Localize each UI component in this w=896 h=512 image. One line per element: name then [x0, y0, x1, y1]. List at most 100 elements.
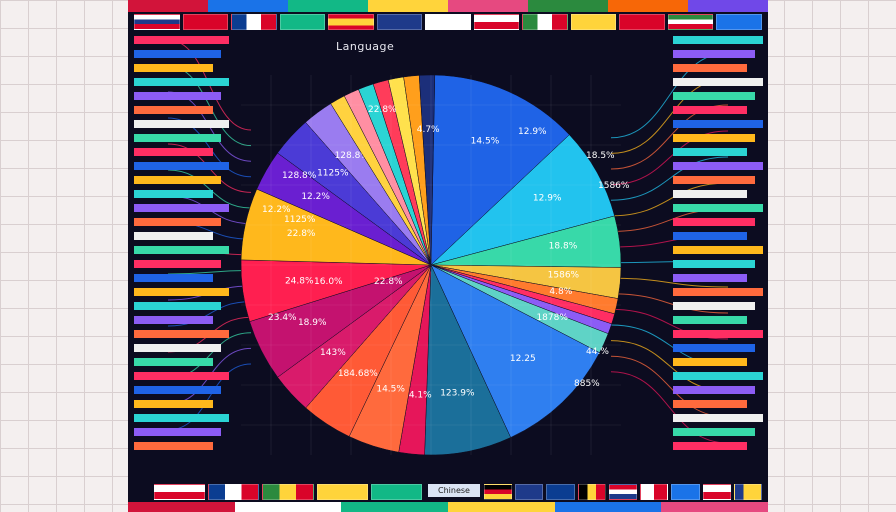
side-label-bar [134, 120, 229, 128]
bottom-color-strip [128, 502, 768, 512]
side-label-bar [673, 260, 755, 268]
side-label-bar [134, 162, 229, 170]
slice-value-label: 4.7% [417, 125, 440, 135]
flag-row-bottom-right [478, 484, 768, 500]
connector-line [610, 371, 729, 444]
connector-line [167, 169, 252, 209]
connector-line [167, 332, 252, 379]
side-label-bar [134, 64, 213, 72]
side-label-bar [673, 232, 747, 240]
slice-value-label: 22.8% [368, 105, 397, 115]
side-label-bar [673, 162, 763, 170]
slice-value-label: 22.8% [374, 277, 403, 287]
slice-value-label: 184.68% [338, 369, 378, 379]
side-label-bar [673, 36, 763, 44]
side-label-bar [673, 64, 747, 72]
connector-line [167, 301, 252, 327]
side-label-bar [673, 246, 763, 254]
connector-line [610, 130, 729, 186]
side-label-bar [673, 372, 763, 380]
slice-value-label: 143% [320, 348, 346, 358]
side-label-bar [134, 36, 229, 44]
slice-value-label: 12.2% [262, 205, 291, 215]
pie-slice [418, 74, 436, 266]
pie-chart: 14.5% 12.9% 18.8% 1586% 4.8% 1878% 12.25 123.9%… [134, 36, 763, 456]
side-label-bar [134, 386, 221, 394]
pie-slice [430, 264, 600, 438]
side-label-bar [134, 176, 221, 184]
side-label-bar [673, 344, 755, 352]
side-label-bar [134, 246, 229, 254]
connector-line [167, 65, 252, 147]
side-label-bar [673, 428, 755, 436]
connector-line [610, 156, 729, 201]
slice-value-label: 24.8% [285, 276, 314, 286]
connector-line [167, 363, 252, 431]
side-label-bar [134, 274, 213, 282]
slice-value-label: 18.8% [549, 242, 578, 252]
side-label-bar [673, 274, 747, 282]
slice-value-label: 18.5% [586, 151, 615, 161]
pie-slice [430, 134, 615, 266]
slice-value-label: 128.8% [282, 171, 317, 181]
side-label-bar [134, 330, 229, 338]
slice-value-label: 12.25 [510, 354, 536, 364]
flag-row-bottom-left [148, 484, 428, 500]
chart-title: Language [336, 40, 395, 53]
side-label-bar [134, 358, 213, 366]
side-label-bar [673, 442, 747, 450]
side-label-bar [134, 260, 221, 268]
slice-value-label: 12.9% [518, 127, 547, 137]
slice-value-label: 1586% [548, 271, 580, 281]
side-label-bar [673, 78, 763, 86]
connector-line [610, 277, 729, 288]
slice-value-label: 12.2% [301, 192, 330, 202]
side-label-bar [134, 78, 229, 86]
connector-line [610, 182, 729, 217]
side-label-bar [673, 190, 747, 198]
pie-slice [430, 74, 570, 266]
side-label-bar [673, 316, 747, 324]
slice-value-label: 12.9% [533, 193, 562, 203]
side-label-bar [673, 400, 747, 408]
bottom-category-label: Chinese [428, 484, 480, 497]
slice-value-label: 128.8% [335, 151, 370, 161]
side-label-bar [673, 358, 747, 366]
slice-value-label: 34.1% [403, 390, 432, 400]
side-label-bar [673, 50, 755, 58]
side-label-bar [134, 232, 213, 240]
slice-value-label: 123.9% [440, 388, 475, 398]
side-label-bar [134, 288, 229, 296]
slice-value-label: 23.4% [268, 313, 297, 323]
slice-value-label: 885% [574, 379, 600, 389]
side-label-bar [134, 148, 213, 156]
side-label-bar [673, 288, 763, 296]
slice-value-label: 16.0% [314, 277, 343, 287]
slice-value-label: 4.8% [549, 287, 572, 297]
connector-line [610, 78, 729, 154]
side-label-bar [134, 316, 213, 324]
slice-value-label: 1586% [598, 181, 630, 191]
slice-value-label: 14.5% [376, 385, 405, 395]
side-label-bar [673, 106, 747, 114]
slice-value-label: 1125% [284, 215, 316, 225]
side-label-bar [134, 134, 221, 142]
slice-value-label: 22.8% [287, 229, 316, 239]
connector-line [167, 269, 252, 275]
slice-value-label: 14.5% [471, 136, 500, 146]
chart-panel: 14.5% 12.9% 18.8% 1586% 4.8% 1878% 12.25 123.9%… [128, 0, 768, 512]
side-label-bar [134, 372, 229, 380]
connector-line [610, 293, 729, 314]
side-label-bar [134, 442, 213, 450]
side-label-bar [134, 218, 221, 226]
side-label-bar [134, 92, 221, 100]
side-label-bar [673, 134, 755, 142]
side-label-bar [673, 414, 763, 422]
side-label-bar [134, 204, 229, 212]
side-label-bar [673, 302, 755, 310]
slice-value-label: 44.% [586, 347, 609, 357]
side-label-bar [673, 204, 763, 212]
side-label-bar [673, 386, 755, 394]
side-label-bar [134, 428, 221, 436]
slice-value-label: 18.9% [298, 318, 327, 328]
